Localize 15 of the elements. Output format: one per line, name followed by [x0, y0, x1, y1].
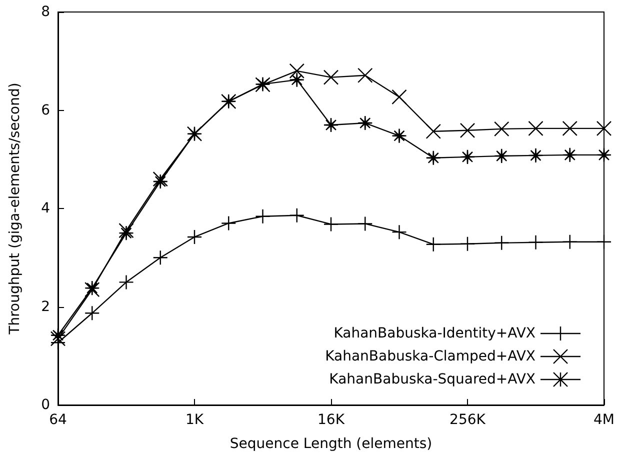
x-tick-label: 64 — [49, 412, 67, 428]
y-tick-label: 8 — [41, 4, 50, 20]
y-tick-label: 6 — [41, 102, 50, 118]
legend-label: KahanBabuska-Squared+AVX — [329, 372, 536, 388]
legend-label: KahanBabuska-Identity+AVX — [334, 326, 536, 342]
x-tick-label: 4M — [594, 412, 614, 428]
y-tick-label: 0 — [41, 397, 50, 413]
x-tick-label: 256K — [450, 412, 486, 428]
x-axis-title: Sequence Length (elements) — [230, 436, 432, 452]
x-tick-label: 1K — [185, 412, 204, 428]
legend-label: KahanBabuska-Clamped+AVX — [325, 348, 536, 364]
y-tick-label: 2 — [41, 298, 50, 315]
y-tick-label: 4 — [41, 200, 50, 216]
y-axis-title: Throughput (giga-elements/second) — [7, 82, 23, 336]
x-tick-label: 16K — [318, 412, 346, 428]
